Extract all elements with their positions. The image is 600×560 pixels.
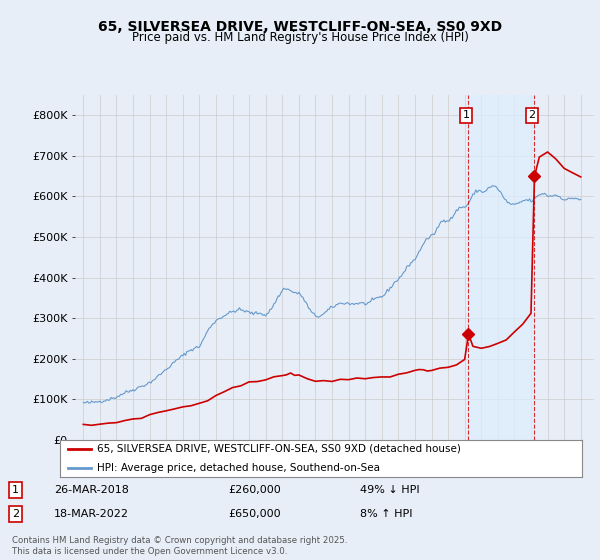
Text: 65, SILVERSEA DRIVE, WESTCLIFF-ON-SEA, SS0 9XD: 65, SILVERSEA DRIVE, WESTCLIFF-ON-SEA, S…: [98, 20, 502, 34]
Text: 1: 1: [12, 485, 19, 495]
Text: 1: 1: [463, 110, 469, 120]
Text: HPI: Average price, detached house, Southend-on-Sea: HPI: Average price, detached house, Sout…: [97, 463, 380, 473]
Text: 2: 2: [12, 509, 19, 519]
Text: 8% ↑ HPI: 8% ↑ HPI: [360, 509, 413, 519]
Text: 18-MAR-2022: 18-MAR-2022: [54, 509, 129, 519]
Text: Price paid vs. HM Land Registry's House Price Index (HPI): Price paid vs. HM Land Registry's House …: [131, 31, 469, 44]
Bar: [469, 95, 535, 440]
Text: £260,000: £260,000: [228, 485, 281, 495]
Text: 2: 2: [529, 110, 536, 120]
Text: Contains HM Land Registry data © Crown copyright and database right 2025.
This d: Contains HM Land Registry data © Crown c…: [12, 536, 347, 556]
Text: 49% ↓ HPI: 49% ↓ HPI: [360, 485, 419, 495]
Text: 26-MAR-2018: 26-MAR-2018: [54, 485, 129, 495]
Text: 65, SILVERSEA DRIVE, WESTCLIFF-ON-SEA, SS0 9XD (detached house): 65, SILVERSEA DRIVE, WESTCLIFF-ON-SEA, S…: [97, 444, 460, 454]
Text: £650,000: £650,000: [228, 509, 281, 519]
